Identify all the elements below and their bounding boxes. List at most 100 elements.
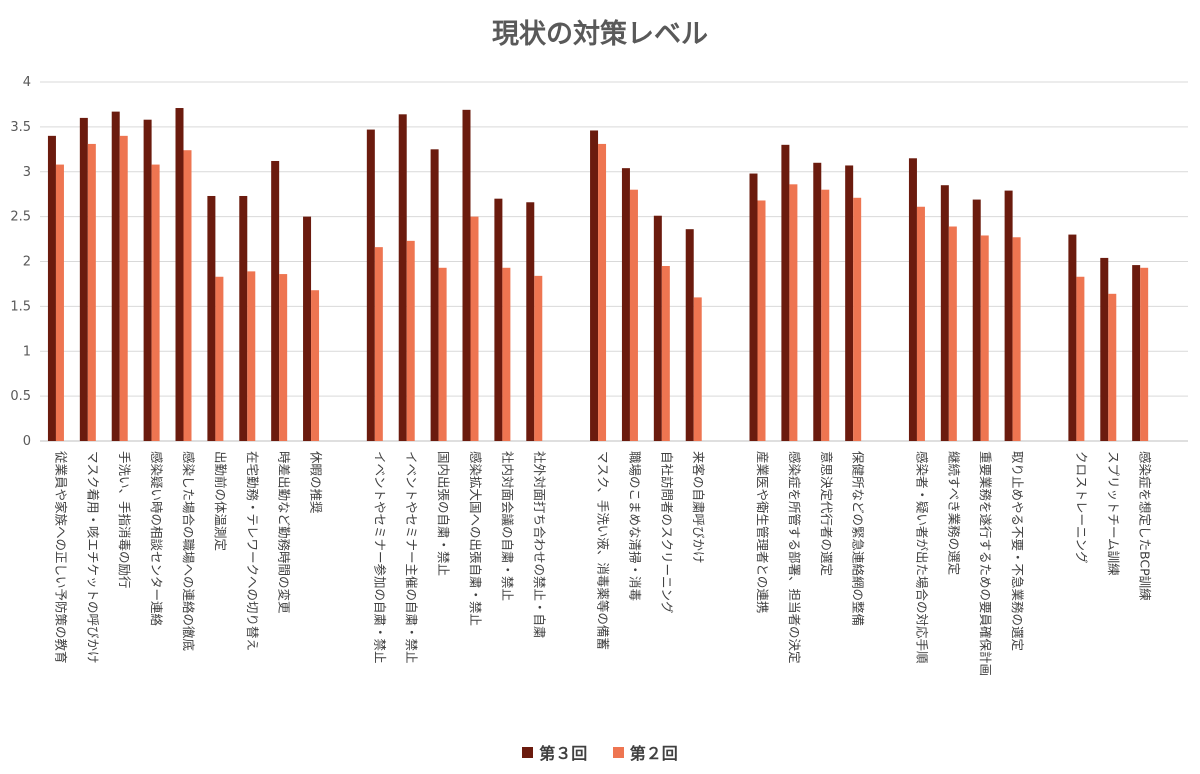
bar-series-2	[279, 274, 288, 441]
bar-series-2	[757, 200, 766, 441]
category-label: クロストレーニング	[1074, 451, 1089, 564]
category-label: 時差出勤など勤務時間の変更	[277, 451, 292, 614]
category-label: 国内出張の自粛・禁止	[436, 451, 451, 576]
bar-series-1	[271, 160, 280, 442]
category-label: 手洗い、手指消毒の励行	[117, 451, 132, 589]
bar-series-1	[685, 229, 694, 441]
bar-series-1	[845, 165, 854, 441]
bar-series-1	[239, 195, 248, 441]
bar-series-1	[526, 202, 535, 441]
bar-series-1	[398, 114, 407, 441]
y-axis-ticks: 0 0.5 1 1.5 2 2.5 3 3.5 4	[10, 75, 31, 449]
category-label: イベントやセミナー参加の自粛・禁止	[372, 451, 387, 664]
legend-item-series-1[interactable]: 第３回	[522, 740, 587, 764]
bar-series-2	[948, 226, 957, 441]
bar-series-1	[590, 130, 599, 441]
bar-series-1	[908, 158, 917, 441]
bar-series-1	[430, 149, 439, 441]
bars	[47, 108, 1149, 442]
bar-series-2	[438, 267, 447, 441]
category-label: マスク、手洗い液、消毒薬等の備蓄	[596, 451, 611, 650]
y-tick-label: 1.5	[10, 299, 31, 314]
category-label: スプリットチーム訓練	[1106, 451, 1121, 576]
bar-series-1	[366, 129, 375, 441]
bar-series-1	[1100, 257, 1109, 441]
bar-series-2	[821, 189, 830, 441]
bar-series-2	[916, 206, 925, 441]
category-label: 在宅勤務・テレワークへの切り替え	[245, 451, 260, 651]
bar-series-2	[598, 143, 607, 442]
legend-swatch-series-2	[612, 746, 624, 758]
bar-series-1	[621, 168, 630, 441]
category-label: 意思決定代行者の選定	[819, 451, 834, 576]
category-label: 感染症を所管する部署、担当者の決定	[787, 451, 802, 664]
legend-label-series-2: 第２回	[629, 744, 678, 763]
category-label: 出勤前の体温測定	[213, 451, 228, 551]
y-tick-label: 3.5	[10, 120, 31, 135]
bar-series-2	[406, 240, 415, 441]
bar-series-2	[1012, 237, 1021, 441]
bar-series-1	[303, 216, 312, 441]
legend-swatch-series-1	[522, 746, 534, 758]
legend-item-series-2[interactable]: 第２回	[612, 740, 678, 764]
y-tick-label: 2	[23, 255, 31, 270]
bar-series-1	[1068, 234, 1077, 441]
category-label: マスク着用・咳エチケットの呼びかけ	[85, 451, 100, 664]
gridlines	[40, 81, 1188, 442]
bar-series-1	[653, 215, 662, 441]
category-label: 職場のこまめな清掃・消毒	[627, 451, 642, 601]
bar-series-1	[781, 144, 790, 441]
category-label: 休暇の推奨	[309, 451, 324, 514]
bar-series-2	[311, 290, 320, 441]
legend: 第３回 第２回	[0, 740, 1200, 764]
category-label: 社外対面打ち合わせの禁止・自粛	[532, 451, 547, 639]
category-label: 感染症を想定したBCP訓練	[1138, 451, 1153, 601]
bar-series-2	[693, 297, 702, 441]
bar-series-2	[1140, 267, 1149, 441]
category-label: 従業員や家族への正しい予防策の教育	[53, 451, 68, 664]
category-label: 感染した場合の職場への連絡の徹底	[181, 451, 196, 651]
category-label: 感染拡大国への出張自粛・禁止	[468, 451, 483, 626]
category-label: 感染疑い時の相談センター連絡	[149, 451, 164, 627]
y-tick-label: 0.5	[10, 389, 31, 404]
category-label: 重要業務を遂行するための要員確保計画	[978, 451, 993, 676]
bar-series-1	[940, 185, 949, 441]
bar-series-1	[813, 162, 822, 441]
category-label: 継続すべき業務の選定	[946, 451, 961, 575]
category-label: 来客の自粛呼びかけ	[691, 451, 706, 564]
y-tick-label: 2.5	[10, 210, 31, 225]
y-tick-label: 3	[23, 165, 31, 180]
bar-series-2	[247, 271, 256, 441]
bar-series-2	[789, 184, 798, 441]
y-tick-label: 4	[23, 75, 31, 90]
bar-series-2	[502, 267, 511, 441]
bar-series-2	[183, 150, 192, 441]
bar-series-1	[47, 135, 56, 441]
bar-series-2	[87, 143, 96, 442]
y-tick-label: 1	[23, 344, 31, 359]
bar-series-2	[215, 276, 224, 441]
bar-series-1	[207, 195, 216, 441]
chart-title: 現状の対策レベル	[492, 19, 708, 50]
bar-series-2	[661, 265, 670, 441]
bar-series-1	[494, 198, 503, 441]
bar-series-1	[462, 109, 471, 441]
bar-series-2	[980, 235, 989, 441]
category-label: 保健所などの緊急連絡網の整備	[851, 451, 866, 626]
bar-series-1	[143, 119, 152, 441]
bar-series-1	[1132, 265, 1141, 441]
bar-series-2	[534, 275, 543, 441]
bar-series-1	[175, 108, 184, 441]
bar-series-2	[629, 189, 638, 441]
bar-series-2	[1108, 293, 1117, 441]
bar-series-2	[55, 164, 64, 441]
bar-series-1	[972, 199, 981, 441]
bar-series-2	[374, 247, 383, 441]
bar-series-1	[111, 111, 120, 442]
bar-series-2	[151, 164, 160, 441]
bar-series-2	[853, 197, 862, 441]
bar-series-1	[749, 173, 758, 442]
category-labels: 従業員や家族への正しい予防策の教育 マスク着用・咳エチケットの呼びかけ 手洗い、手指…	[53, 451, 1152, 676]
bar-series-2	[1076, 276, 1085, 441]
bar-series-1	[1004, 190, 1013, 441]
